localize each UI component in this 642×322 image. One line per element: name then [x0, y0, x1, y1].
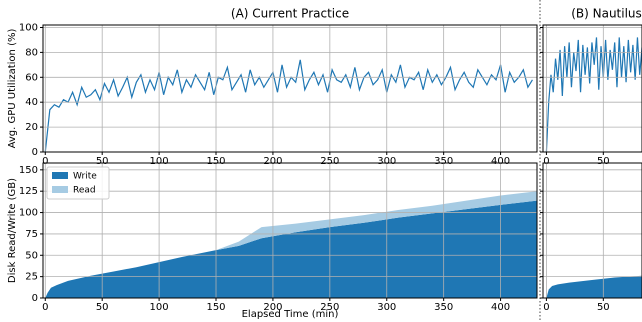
y-tick-label: 0	[32, 293, 38, 304]
y-tick-label: 150	[19, 165, 38, 176]
x-tick-label: 150	[206, 156, 225, 167]
plot-area	[546, 275, 642, 298]
x-tick-label: 0	[543, 156, 549, 167]
y-tick-label: 40	[25, 97, 38, 108]
x-tick-label: 400	[491, 302, 510, 313]
legend-label: Write	[73, 172, 97, 182]
x-tick-label: 50	[96, 302, 109, 313]
x-tick-label: 400	[491, 156, 510, 167]
y-tick-label: 25	[25, 272, 38, 283]
x-tick-label: 50	[597, 302, 610, 313]
gpu-line	[545, 37, 642, 152]
x-tick-label: 250	[320, 156, 339, 167]
y-tick-label: 75	[25, 229, 38, 240]
area	[45, 191, 537, 298]
x-tick-label: 350	[434, 302, 453, 313]
x-tick-label: 0	[42, 302, 48, 313]
axes-frame	[42, 24, 538, 153]
x-tick-label: 300	[377, 156, 396, 167]
axes-frame	[542, 162, 642, 299]
axes-frame	[42, 162, 538, 299]
legend-label: Read	[73, 186, 96, 196]
area	[546, 275, 642, 298]
gpu-line	[44, 59, 533, 152]
x-tick-label: 50	[597, 156, 610, 167]
x-tick-label: 100	[150, 302, 169, 313]
x-tick-label: 300	[377, 302, 396, 313]
x-tick-label: 150	[206, 302, 225, 313]
x-axis-label: Elapsed Time (min)	[242, 309, 339, 320]
x-tick-label: 250	[320, 302, 339, 313]
axes-frame	[542, 24, 642, 153]
plot-area	[545, 37, 642, 152]
x-tick-label: 50	[96, 156, 109, 167]
legend-swatch	[52, 172, 68, 179]
x-tick-label: 200	[263, 302, 282, 313]
y-axis-label: Disk Read/Write (GB)	[7, 178, 18, 283]
x-tick-label: 350	[434, 156, 453, 167]
y-tick-label: 125	[19, 186, 38, 197]
y-tick-label: 20	[25, 122, 38, 133]
panel-title: (B) Nautilus	[571, 7, 642, 21]
legend-swatch	[52, 186, 68, 193]
y-tick-label: 80	[25, 47, 38, 58]
y-tick-label: 60	[25, 72, 38, 83]
y-axis-label: Avg. GPU Utilization (%)	[7, 29, 18, 149]
y-tick-label: 100	[19, 208, 38, 219]
x-tick-label: 100	[150, 156, 169, 167]
y-tick-label: 100	[19, 22, 38, 33]
area	[45, 200, 537, 298]
x-tick-label: 0	[42, 156, 48, 167]
x-tick-label: 200	[263, 156, 282, 167]
y-tick-label: 0	[32, 147, 38, 158]
panel-title: (A) Current Practice	[231, 7, 349, 21]
y-tick-label: 50	[25, 250, 38, 261]
plot-area	[44, 59, 533, 152]
x-tick-label: 0	[543, 302, 549, 313]
plot-area	[45, 191, 537, 298]
